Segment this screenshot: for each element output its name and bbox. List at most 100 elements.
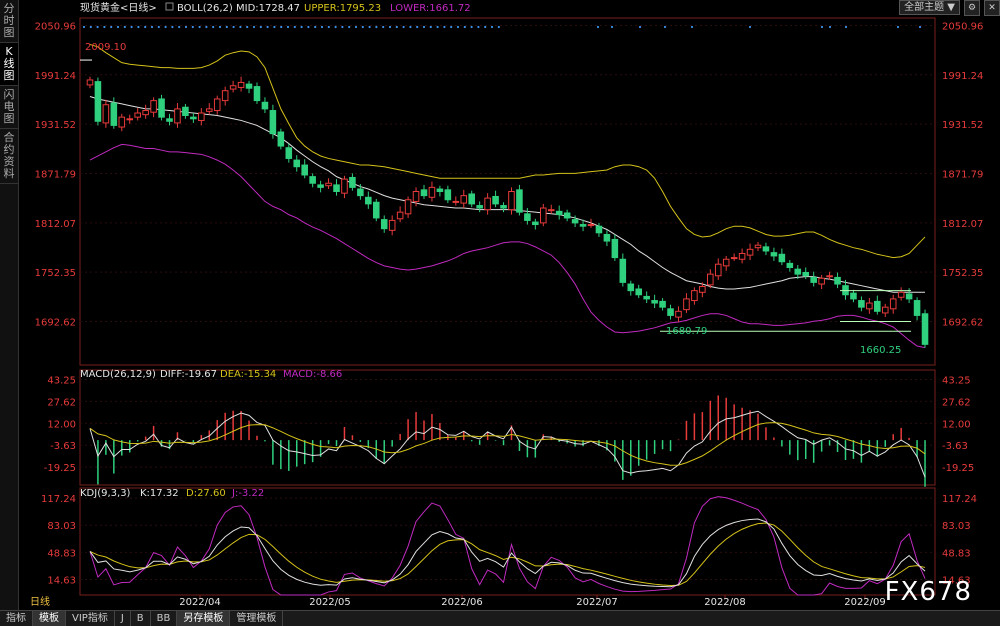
ytick-left: 1931.52: [35, 120, 76, 131]
candle-body: [476, 205, 483, 209]
candle-body: [388, 219, 396, 231]
signal-dot: [388, 25, 392, 29]
btab-bb[interactable]: BB: [151, 611, 178, 626]
candle-body: [245, 83, 253, 89]
candle-body: [349, 176, 356, 188]
candle-body: [468, 193, 475, 205]
signal-dot: [205, 25, 208, 29]
candle-body: [858, 300, 865, 308]
signal-dot: [690, 25, 694, 29]
candle-body: [301, 164, 308, 176]
btab-b[interactable]: B: [131, 611, 151, 626]
candle-body: [770, 252, 778, 257]
signal-dot: [596, 25, 600, 29]
signal-dot: [150, 25, 154, 29]
candle-body: [309, 176, 316, 184]
tab-contract-info[interactable]: 合约资料: [0, 129, 18, 184]
candle-body: [134, 112, 141, 118]
signal-dot: [436, 25, 439, 29]
signal-dot: [280, 25, 283, 29]
signal-dot: [334, 25, 337, 29]
boll-upper: UPPER:1795.23: [304, 3, 381, 14]
macd-value: MACD:-8.66: [283, 369, 342, 380]
macd-title: MACD(26,12,9): [80, 369, 156, 380]
signal-dot: [327, 25, 330, 29]
tab-flash[interactable]: 闪电图: [0, 86, 18, 129]
candle-body: [182, 106, 189, 116]
instrument-title: 现货黄金<日线>: [80, 1, 157, 14]
candle-body: [508, 191, 515, 211]
main-pane-frame: [79, 17, 936, 366]
kdj-ytick-right: 117.24: [942, 494, 977, 505]
macd-dea-line: [89, 422, 926, 466]
candle-body: [762, 246, 770, 252]
candle-body: [365, 196, 372, 205]
candle-body: [229, 85, 237, 90]
btab-manage-template[interactable]: 管理模板: [230, 611, 284, 626]
signal-dot: [375, 25, 378, 29]
candle-body: [913, 300, 921, 316]
signal-dot: [252, 25, 256, 29]
ytick-left: 1871.79: [35, 169, 76, 180]
candle-body: [810, 276, 817, 283]
signal-dot: [470, 25, 473, 29]
candle-body: [754, 244, 762, 249]
boll-mid: MID:1728.47: [236, 3, 300, 14]
candle-body: [730, 257, 738, 260]
candle-body: [341, 178, 348, 194]
signal-dot: [382, 25, 385, 29]
signal-dot: [663, 25, 667, 29]
candle-body: [412, 191, 420, 202]
candle-body: [460, 195, 468, 204]
candle-body: [269, 110, 277, 135]
candle-body: [86, 79, 94, 86]
candle-body: [500, 205, 507, 209]
btab-j[interactable]: J: [115, 611, 131, 626]
candle-body: [532, 221, 539, 226]
candle-body: [881, 306, 889, 314]
close-icon[interactable]: ✕: [984, 0, 1000, 16]
btab-vip[interactable]: VIP指标: [66, 611, 115, 626]
btab-template[interactable]: 模板: [33, 611, 66, 626]
candle-body: [635, 288, 643, 296]
candle-body: [786, 262, 794, 269]
xtick-label: 2022/05: [309, 597, 351, 608]
settings-icon[interactable]: ⚙: [964, 0, 980, 16]
candle-body: [428, 186, 436, 198]
signal-dot: [918, 25, 922, 29]
macd-diff-line: [89, 410, 926, 478]
kdj-d: D:27.60: [186, 488, 226, 499]
kdj-ytick-right: 83.03: [942, 521, 971, 532]
candle-body: [850, 292, 857, 300]
candle-body: [357, 188, 364, 197]
tab-kline[interactable]: K线图: [0, 43, 18, 86]
signal-dot: [293, 25, 296, 29]
btab-save-template[interactable]: 另存模板: [177, 611, 231, 626]
btab-indicator[interactable]: 指标: [0, 611, 33, 626]
theme-select[interactable]: 全部主题 ▼: [899, 0, 960, 15]
watermark: FX678: [884, 577, 972, 607]
candle-body: [651, 300, 658, 304]
candle-body: [492, 195, 499, 205]
side-tabs: 分时图 K线图 闪电图 合约资料: [0, 0, 19, 610]
ytick-left: 1812.07: [35, 219, 76, 230]
annotation-low: 1660.25: [860, 345, 901, 356]
candle-body: [126, 118, 134, 121]
period-label[interactable]: 日线: [30, 595, 50, 608]
signal-dot: [450, 25, 453, 29]
kdj-d-line: [89, 522, 926, 587]
signal-dot: [820, 25, 824, 29]
signal-dot: [184, 25, 188, 29]
xtick-label: 2022/09: [844, 597, 886, 608]
signal-dot: [82, 25, 86, 29]
signal-dot: [300, 25, 303, 29]
signal-dot: [116, 25, 120, 29]
candle-body: [905, 293, 913, 300]
candle-body: [142, 110, 149, 116]
macd-dea: DEA:-15.34: [220, 369, 276, 380]
signal-dot: [273, 25, 276, 29]
ytick-left: 1991.24: [35, 71, 76, 82]
tab-timeshare[interactable]: 分时图: [0, 0, 18, 43]
candle-body: [277, 131, 285, 147]
signal-dot: [96, 25, 99, 29]
